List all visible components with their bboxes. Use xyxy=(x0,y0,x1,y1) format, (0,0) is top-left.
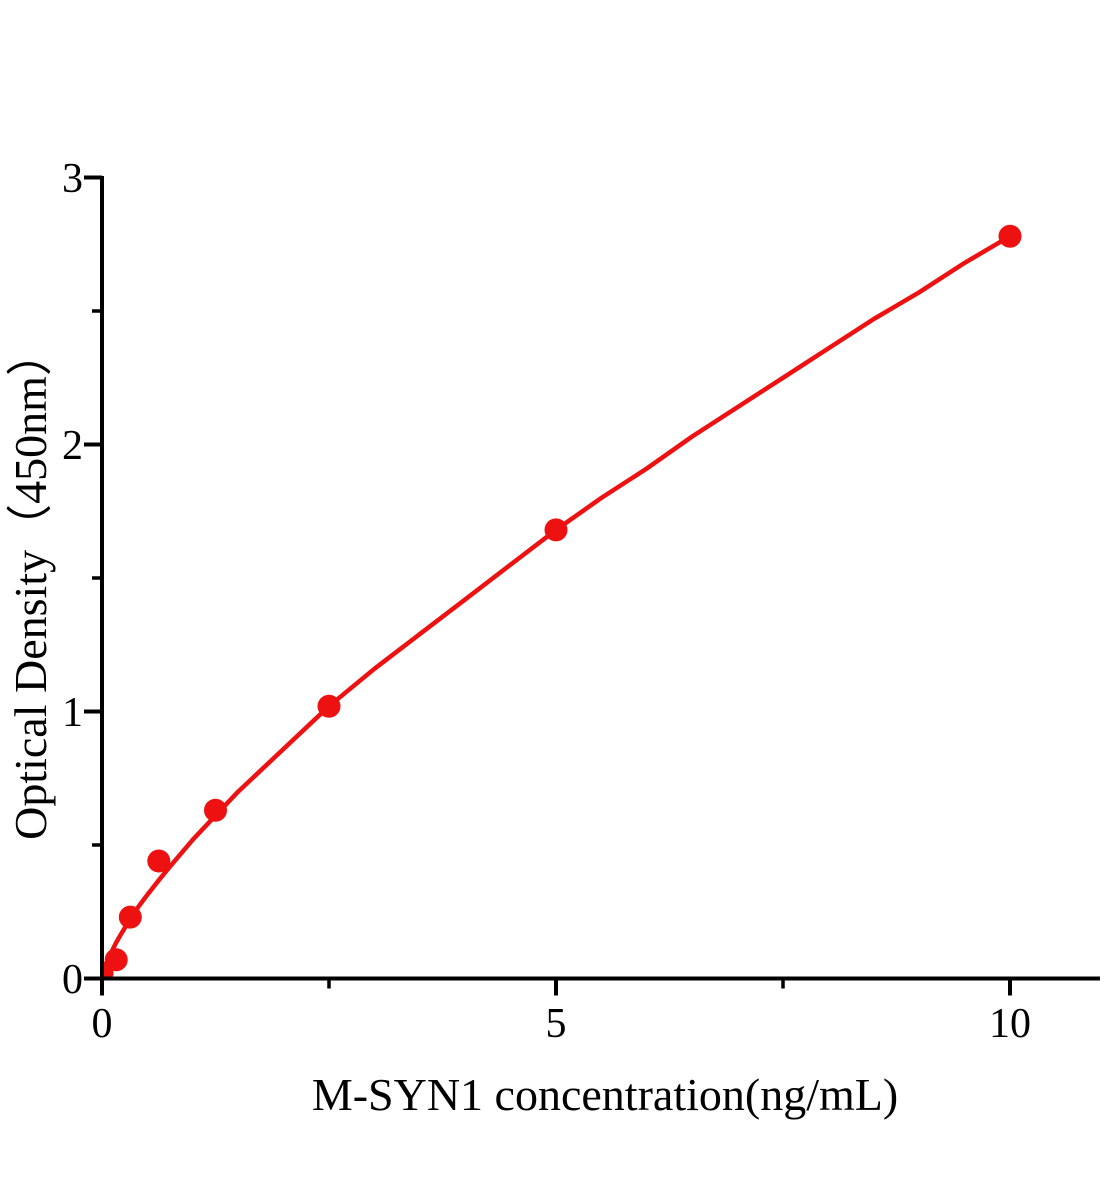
data-point-marker xyxy=(317,694,341,718)
data-point-marker xyxy=(204,798,227,822)
data-point-marker xyxy=(104,948,128,972)
y-tick-label: 0 xyxy=(62,957,83,1003)
data-point-marker xyxy=(544,518,568,542)
x-axis-title: M-SYN1 concentration(ng/mL) xyxy=(312,1069,898,1120)
tick-label-layer: 0 5 10 0 1 2 3 xyxy=(62,156,1031,1047)
y-tick-label: 2 xyxy=(62,423,83,469)
curve-path xyxy=(100,233,1013,979)
data-point-marker xyxy=(998,224,1022,248)
x-tick-label: 10 xyxy=(989,1001,1031,1047)
data-point-marker xyxy=(147,849,171,873)
x-tick-label: 0 xyxy=(92,1001,113,1047)
y-axis-title: Optical Density（450nm） xyxy=(5,330,56,840)
y-tick-label: 3 xyxy=(62,156,83,202)
data-point-marker xyxy=(118,905,142,929)
axes-layer xyxy=(84,175,1100,996)
series-layer xyxy=(100,224,1022,980)
x-tick-label: 5 xyxy=(546,1001,567,1047)
y-tick-label: 1 xyxy=(62,690,83,736)
